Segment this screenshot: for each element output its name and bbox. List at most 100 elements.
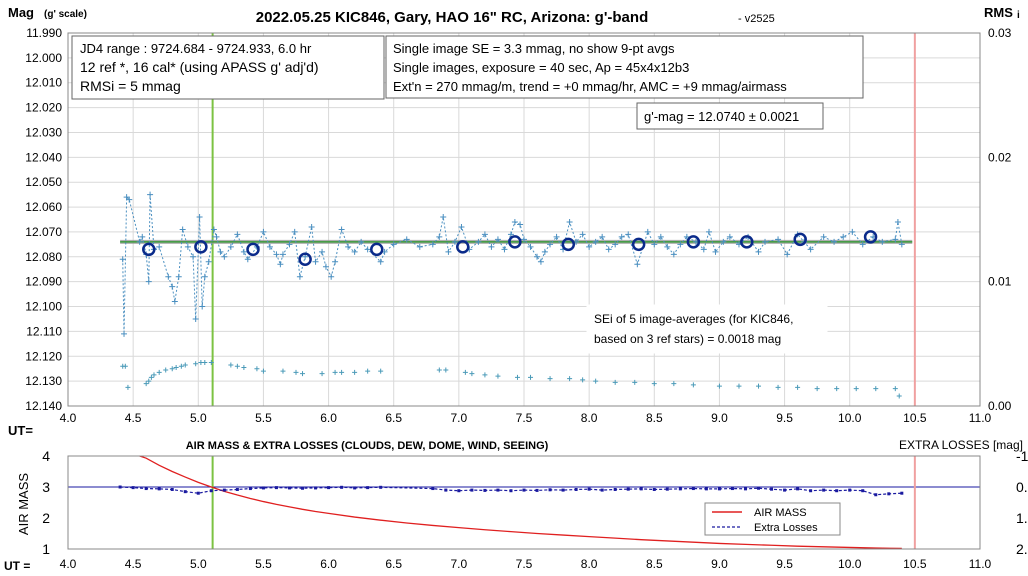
single-image-point: [566, 218, 573, 225]
top-y-tick-label: 12.070: [25, 225, 62, 239]
top-y-tick-label: 12.090: [25, 275, 62, 289]
extra-losses-point: [209, 489, 213, 493]
extra-losses-point: [587, 487, 591, 491]
rmsi-point: [178, 363, 184, 369]
average-point: [686, 235, 701, 249]
info-box-2-line-2: Single images, exposure = 40 sec, Ap = 4…: [393, 60, 689, 75]
single-image-point: [377, 258, 384, 265]
single-image-point: [364, 246, 371, 253]
single-image-point: [755, 248, 762, 255]
single-image-point: [227, 243, 234, 250]
top-y-tick-label: 12.010: [25, 76, 62, 90]
extra-losses-point: [835, 489, 839, 493]
single-image-point: [296, 273, 303, 280]
top-x-tick-label: 7.0: [451, 411, 468, 425]
single-image-point: [147, 191, 154, 198]
extra-losses-point: [691, 487, 695, 491]
top-plot-frame: [67, 32, 981, 407]
single-image-point: [527, 243, 534, 250]
extra-losses-point: [183, 490, 187, 494]
top-x-tick-label: 6.0: [320, 411, 337, 425]
bottom-x-tick-label: 10.5: [903, 557, 927, 571]
info-box-1-frame: [71, 35, 385, 100]
single-image-point: [458, 223, 465, 230]
extra-losses-point: [796, 487, 800, 491]
single-image-point: [201, 273, 208, 280]
top-x-tick-label: 9.0: [711, 411, 728, 425]
top-x-tick-label: 9.5: [776, 411, 793, 425]
top-y-tick-label: 12.100: [25, 300, 62, 314]
single-image-point: [286, 241, 293, 248]
extra-losses-point: [522, 488, 526, 492]
extra-losses-point: [431, 487, 435, 491]
single-image-point: [651, 241, 658, 248]
extra-losses-point: [665, 487, 669, 491]
rmsi-point: [151, 372, 157, 378]
extra-losses-point: [196, 491, 200, 495]
rmsi-point: [469, 371, 475, 377]
rmsi-point: [182, 362, 188, 368]
info-box-1-line-3: RMSi = 5 mmag: [80, 78, 181, 94]
single-image-point: [807, 246, 814, 253]
single-image-point: [136, 238, 143, 245]
single-image-point: [605, 246, 612, 253]
single-image-point: [644, 228, 651, 235]
extra-losses-point: [535, 488, 539, 492]
single-image-point: [481, 231, 488, 238]
bottom-x-tick-label: 4.0: [60, 557, 77, 571]
single-image-point: [196, 214, 203, 221]
single-image-point: [205, 258, 212, 265]
single-image-point: [436, 233, 443, 240]
rmsi-point: [651, 381, 657, 387]
single-image-point: [319, 248, 326, 255]
rmsi-point: [241, 364, 247, 370]
single-image-point: [345, 243, 352, 250]
info-box-1: JD4 range : 9724.684 - 9724.933, 6.0 hr …: [71, 35, 385, 100]
extra-losses-point: [496, 488, 500, 492]
bottom-x-tick-label: 6.0: [320, 557, 337, 571]
top-x-tick-label: 4.5: [125, 411, 142, 425]
single-image-point: [266, 243, 273, 250]
bottom-xlabel: UT =: [4, 559, 30, 573]
single-image-point: [612, 241, 619, 248]
top-y2-tick-label: 0.00: [988, 399, 1012, 413]
extra-losses-point: [743, 487, 747, 491]
single-image-point: [273, 251, 280, 258]
rmsi-point: [378, 368, 384, 374]
rmsi-point: [234, 363, 240, 369]
extra-losses-point: [861, 489, 865, 493]
single-image-point: [312, 258, 319, 265]
bottom-y-tick-label: 3: [42, 479, 50, 495]
extra-losses-point: [730, 487, 734, 491]
top-y-tick-label: 12.110: [26, 324, 62, 338]
single-image-point: [541, 248, 548, 255]
top-x-tick-label: 5.0: [190, 411, 207, 425]
rmsi-point: [580, 377, 586, 383]
top-y-tick-label: 12.080: [25, 250, 62, 264]
extra-losses-point: [809, 489, 813, 493]
single-image-point: [171, 298, 178, 305]
extra-losses-point: [379, 485, 383, 489]
single-image-point: [179, 226, 186, 233]
top-x-tick-label: 8.5: [646, 411, 663, 425]
top-y2label-sub: i: [1017, 10, 1020, 21]
single-image-point: [156, 243, 163, 250]
single-image-point: [260, 228, 267, 235]
info-box-4: SEi of 5 image-averages (for KIC846, bas…: [586, 304, 828, 354]
rmsi-point: [146, 378, 152, 384]
single-image-point: [199, 303, 206, 310]
extra-losses-point: [366, 486, 370, 490]
rmsi-point: [443, 367, 449, 373]
rmsi-point: [436, 367, 442, 373]
info-box-2-line-1: Single image SE = 3.3 mmag, no show 9-pt…: [393, 41, 675, 56]
single-image-point: [488, 243, 495, 250]
top-y2-tick-label: 0.02: [988, 150, 1012, 164]
top-y-tick-label: 12.020: [25, 101, 62, 115]
single-image-point: [390, 241, 397, 248]
airmass-line: [139, 455, 902, 550]
single-image-point: [892, 236, 899, 243]
rmsi-point: [163, 367, 169, 373]
rmsi-point: [125, 384, 131, 390]
info-box-4-line-1: SEi of 5 image-averages (for KIC846,: [594, 312, 793, 326]
